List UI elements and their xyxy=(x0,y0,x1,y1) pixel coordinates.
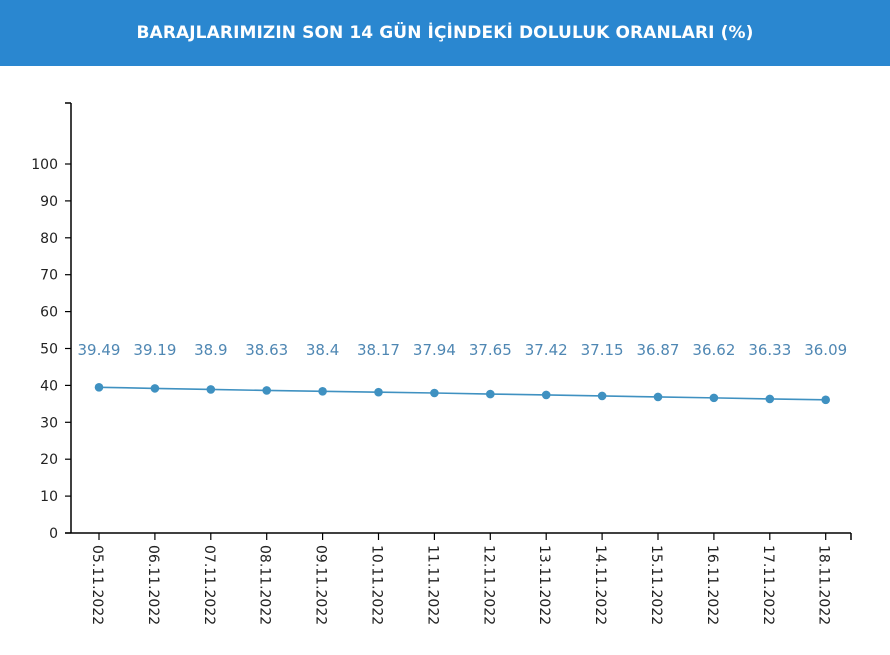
y-tick-label: 80 xyxy=(40,231,58,247)
data-point xyxy=(318,387,327,396)
x-tick-label: 13.11.2022 xyxy=(536,545,552,625)
data-point xyxy=(597,391,607,401)
data-label: 38.63 xyxy=(245,341,288,359)
data-point xyxy=(765,394,775,404)
data-label: 39.19 xyxy=(133,341,176,359)
x-tick-label: 18.11.2022 xyxy=(816,545,832,625)
series-line xyxy=(98,386,826,401)
line-chart: 0 10 20 30 40 50 60 70 80 90 100 05.11.2022 06.11.20… xyxy=(0,66,890,655)
data-point xyxy=(206,385,216,394)
y-tick-label: 30 xyxy=(40,415,58,431)
x-tick-label: 09.11.2022 xyxy=(313,545,329,625)
data-label: 38.4 xyxy=(306,341,339,359)
data-label: 37.94 xyxy=(413,341,456,359)
y-tick-label: 60 xyxy=(40,305,58,321)
x-tick-label: 05.11.2022 xyxy=(89,545,105,625)
data-label: 36.33 xyxy=(748,341,791,359)
data-point xyxy=(374,387,383,397)
data-label: 36.62 xyxy=(692,341,735,359)
data-point xyxy=(541,390,551,400)
data-label: 37.15 xyxy=(581,341,624,359)
y-tick-label: 100 xyxy=(31,157,58,173)
x-tick-label: 06.11.2022 xyxy=(145,545,161,625)
x-tick-label: 08.11.2022 xyxy=(257,545,273,625)
chart-header: BARAJLARIMIZIN SON 14 GÜN İÇİNDEKİ DOLUL… xyxy=(0,0,890,66)
data-label: 37.42 xyxy=(525,341,568,359)
x-tick-label: 07.11.2022 xyxy=(201,545,217,625)
data-label: 37.65 xyxy=(469,341,512,359)
x-tick-label: 15.11.2022 xyxy=(648,545,664,625)
x-tick-label: 16.11.2022 xyxy=(704,545,720,625)
y-tick-label: 50 xyxy=(40,342,58,358)
x-tick-label: 17.11.2022 xyxy=(760,545,776,625)
y-tick-label: 90 xyxy=(40,194,58,210)
data-label: 36.09 xyxy=(804,341,847,359)
x-tick-label: 12.11.2022 xyxy=(480,545,496,625)
data-point xyxy=(486,389,495,399)
data-label: 36.87 xyxy=(637,341,680,359)
data-point xyxy=(94,382,104,392)
y-tick-label: 40 xyxy=(40,378,58,394)
data-point xyxy=(262,386,272,395)
y-tick-label: 20 xyxy=(40,452,58,468)
data-point xyxy=(150,384,160,393)
data-point xyxy=(821,395,830,405)
x-tick-label: 14.11.2022 xyxy=(592,545,608,625)
data-label: 39.49 xyxy=(78,341,121,359)
data-label: 38.9 xyxy=(194,341,227,359)
x-tick-label: 11.11.2022 xyxy=(424,545,440,625)
data-point xyxy=(653,392,663,402)
data-point xyxy=(430,388,439,398)
x-tick-label: 10.11.2022 xyxy=(369,545,385,625)
y-tick-label: 0 xyxy=(49,526,58,542)
y-tick-label: 70 xyxy=(40,268,58,284)
data-point xyxy=(709,393,719,403)
chart-canvas: 0 10 20 30 40 50 60 70 80 90 100 05.11.2022 06.11.20… xyxy=(31,102,852,625)
chart-title: BARAJLARIMIZIN SON 14 GÜN İÇİNDEKİ DOLUL… xyxy=(136,23,754,43)
y-tick-label: 10 xyxy=(40,489,58,505)
data-label: 38.17 xyxy=(357,341,400,359)
